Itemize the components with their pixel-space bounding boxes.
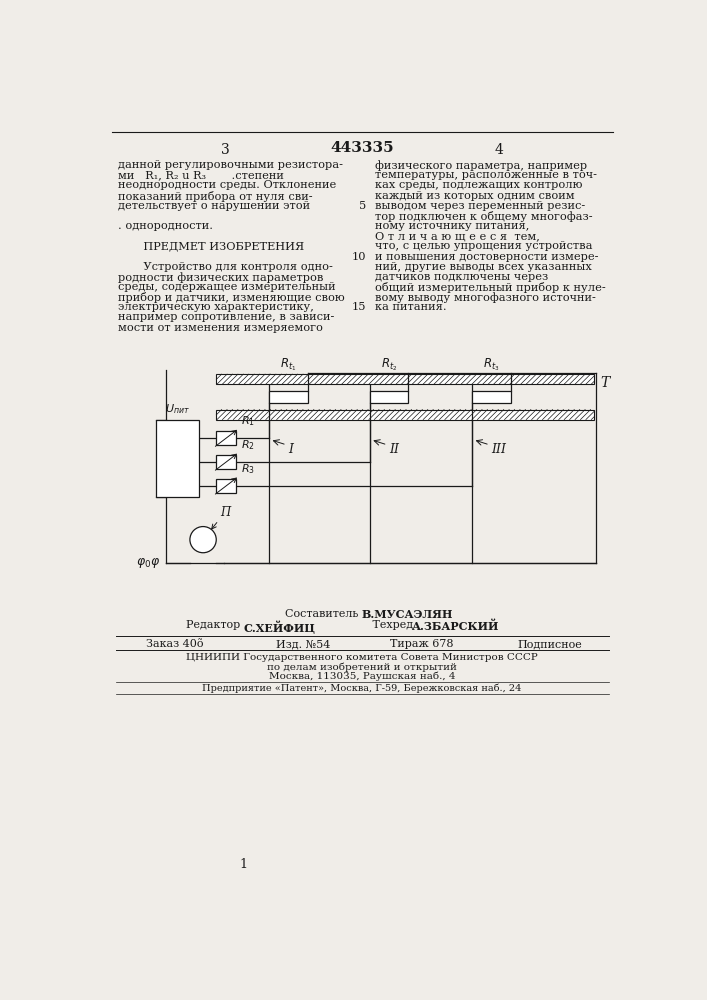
- Text: Тираж 678: Тираж 678: [390, 639, 453, 649]
- Text: I: I: [288, 443, 293, 456]
- Text: Редактор: Редактор: [186, 620, 243, 631]
- Text: температуры, расположенные в точ-: температуры, расположенные в точ-: [375, 170, 597, 180]
- Text: $R_1$: $R_1$: [241, 414, 255, 428]
- Text: $R_{t_1}$: $R_{t_1}$: [280, 356, 296, 373]
- Text: Заказ 40õ: Заказ 40õ: [146, 639, 204, 649]
- Text: 10: 10: [351, 252, 366, 262]
- Text: $U_{пит}$: $U_{пит}$: [165, 403, 190, 416]
- Text: T: T: [601, 376, 610, 390]
- Text: $R_2$: $R_2$: [241, 438, 255, 452]
- Text: $\varphi_0\varphi$: $\varphi_0\varphi$: [136, 556, 160, 570]
- Bar: [472, 391, 510, 403]
- Text: $R_{t_3}$: $R_{t_3}$: [483, 356, 500, 373]
- Text: Предприятие «Патент», Москва, Г-59, Бережковская наб., 24: Предприятие «Патент», Москва, Г-59, Бере…: [202, 684, 522, 693]
- Text: общий измерительный прибор к нуле-: общий измерительный прибор к нуле-: [375, 282, 606, 293]
- Text: ний, другие выводы всех указанных: ний, другие выводы всех указанных: [375, 262, 592, 272]
- Text: электрическую характеристику,: электрическую характеристику,: [118, 302, 314, 312]
- Text: ному источнику питания,: ному источнику питания,: [375, 221, 530, 231]
- Text: $R_3$: $R_3$: [241, 462, 255, 476]
- Text: среды, содержащее измерительный: среды, содержащее измерительный: [118, 282, 335, 292]
- Text: В.МУСАЭЛЯН: В.МУСАЭЛЯН: [362, 609, 453, 620]
- Bar: [370, 391, 409, 403]
- Text: неоднородности среды. Отклонение: неоднородности среды. Отклонение: [118, 180, 336, 190]
- Text: датчиков подключены через: датчиков подключены через: [375, 272, 549, 282]
- Text: П: П: [220, 506, 230, 519]
- Text: что, с целью упрощения устройства: что, с целью упрощения устройства: [375, 241, 592, 251]
- Text: . однородности.: . однородности.: [118, 221, 213, 231]
- Text: О т л и ч а ю щ е е с я  тем,: О т л и ч а ю щ е е с я тем,: [375, 231, 540, 241]
- Text: тор подключен к общему многофаз-: тор подключен к общему многофаз-: [375, 211, 592, 222]
- Text: Устройство для контроля одно-: Устройство для контроля одно-: [118, 262, 333, 272]
- Bar: [216, 479, 236, 493]
- Text: показаний прибора от нуля сви-: показаний прибора от нуля сви-: [118, 191, 312, 202]
- Text: ЦНИИПИ Государственного комитета Совета Министров СССР: ЦНИИПИ Государственного комитета Совета …: [186, 653, 538, 662]
- Text: 5: 5: [358, 201, 366, 211]
- Text: С.ХЕЙФИЦ: С.ХЕЙФИЦ: [243, 620, 315, 634]
- Text: родности физических параметров: родности физических параметров: [118, 272, 323, 283]
- Circle shape: [190, 527, 216, 553]
- Bar: [156, 420, 199, 497]
- Text: Составитель: Составитель: [285, 609, 362, 619]
- Text: по делам изобретений и открытий: по делам изобретений и открытий: [267, 662, 457, 672]
- Text: детельствует о нарушении этой: детельствует о нарушении этой: [118, 201, 310, 211]
- Bar: [216, 455, 236, 469]
- Text: Москва, 113035, Раушская наб., 4: Москва, 113035, Раушская наб., 4: [269, 671, 455, 681]
- Text: П: П: [197, 533, 209, 546]
- Text: Техред: Техред: [362, 620, 416, 631]
- Text: $R_{t_2}$: $R_{t_2}$: [381, 356, 397, 373]
- Text: выводом через переменный резис-: выводом через переменный резис-: [375, 201, 585, 211]
- Text: ПРЕДМЕТ ИЗОБРЕТЕНИЯ: ПРЕДМЕТ ИЗОБРЕТЕНИЯ: [118, 241, 304, 251]
- Text: ка питания.: ка питания.: [375, 302, 447, 312]
- Bar: [216, 410, 595, 420]
- Text: 1: 1: [240, 858, 247, 871]
- Text: А.ЗБАРСКИЙ: А.ЗБАРСКИЙ: [412, 620, 500, 632]
- Text: 4: 4: [495, 143, 503, 157]
- Bar: [216, 374, 595, 384]
- Text: прибор и датчики, изменяющие свою: прибор и датчики, изменяющие свою: [118, 292, 344, 303]
- Text: 443335: 443335: [330, 141, 394, 155]
- Text: 3: 3: [221, 143, 230, 157]
- Text: мости от изменения измеряемого: мости от изменения измеряемого: [118, 323, 322, 333]
- Text: 15: 15: [351, 302, 366, 312]
- Text: ми   R₁, R₂ u R₃       .степени: ми R₁, R₂ u R₃ .степени: [118, 170, 284, 180]
- Bar: [269, 391, 308, 403]
- Text: данной регулировочными резистора-: данной регулировочными резистора-: [118, 160, 343, 170]
- Text: и повышения достоверности измере-: и повышения достоверности измере-: [375, 252, 599, 262]
- Text: Изд. №54: Изд. №54: [276, 639, 330, 649]
- Text: физического параметра, например: физического параметра, например: [375, 160, 588, 171]
- Text: II: II: [389, 443, 399, 456]
- Text: III: III: [491, 443, 506, 456]
- Text: например сопротивление, в зависи-: например сопротивление, в зависи-: [118, 312, 334, 322]
- Text: вому выводу многофазного источни-: вому выводу многофазного источни-: [375, 292, 596, 303]
- Text: ках среды, подлежащих контролю: ках среды, подлежащих контролю: [375, 180, 583, 190]
- Text: Подписное: Подписное: [518, 639, 583, 649]
- Bar: [216, 431, 236, 445]
- Text: каждый из которых одним своим: каждый из которых одним своим: [375, 191, 575, 201]
